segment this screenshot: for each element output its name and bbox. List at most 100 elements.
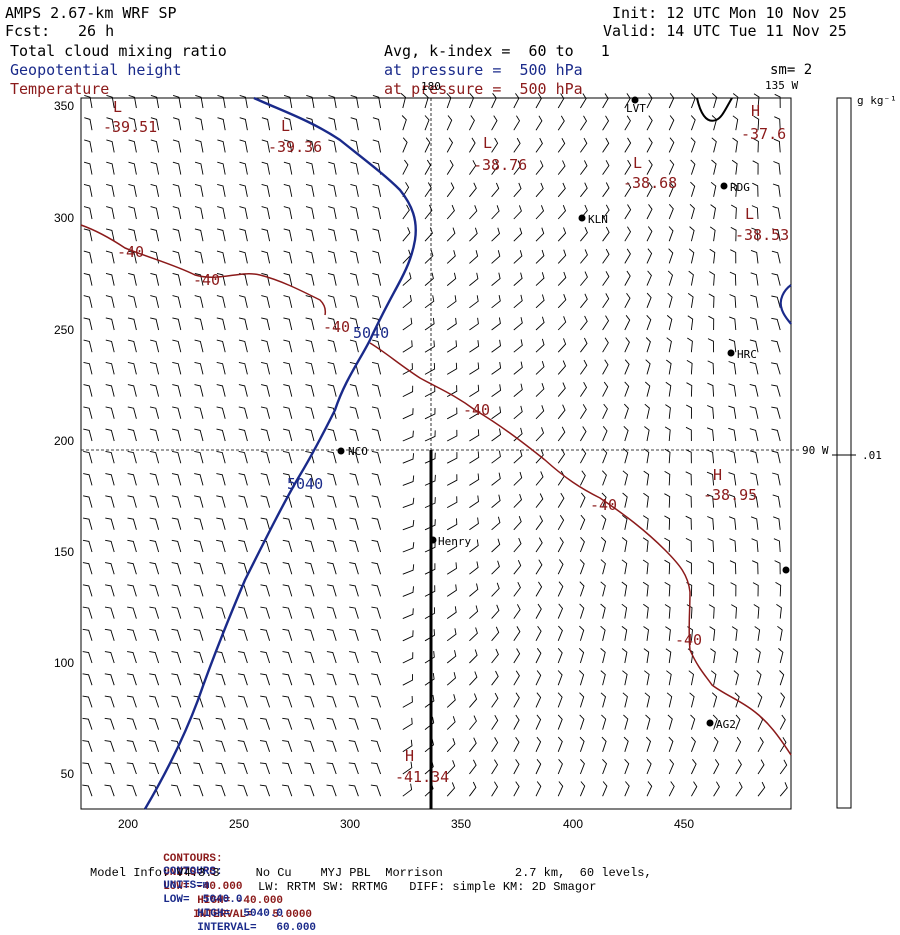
wind-barb <box>491 182 500 198</box>
wind-barb <box>238 339 248 353</box>
wind-barb <box>666 692 673 708</box>
wind-barb <box>707 338 715 353</box>
wind-barb <box>664 448 671 464</box>
wind-barb <box>424 137 431 153</box>
wind-barb <box>602 248 610 264</box>
wind-barb <box>708 604 715 619</box>
wind-barb <box>372 206 382 220</box>
wind-barb <box>424 651 435 664</box>
wind-barb <box>600 603 606 619</box>
wind-barb <box>402 295 412 309</box>
wind-barb <box>513 759 520 775</box>
wind-barb <box>193 784 204 797</box>
wind-barb <box>282 784 293 797</box>
wind-barb <box>128 161 137 175</box>
wind-barb <box>668 759 675 775</box>
wind-barb <box>372 295 382 308</box>
wind-barb <box>624 248 631 264</box>
wind-barb <box>424 673 435 686</box>
wind-barb <box>216 406 226 419</box>
pressure-line-height: at pressure = 500 hPa <box>384 61 583 79</box>
wind-barb <box>771 362 781 375</box>
wind-barb <box>446 760 456 775</box>
wind-barb <box>105 406 115 419</box>
wind-barb <box>402 159 409 175</box>
wind-barb <box>149 628 160 641</box>
wind-barb <box>83 206 93 220</box>
wind-barb <box>469 227 478 242</box>
wind-barb <box>752 582 759 597</box>
station-dot-henry <box>429 536 437 544</box>
wind-barb <box>283 295 293 308</box>
wind-barb <box>82 606 93 619</box>
wind-barb <box>105 562 115 575</box>
wind-barb <box>327 295 337 308</box>
wind-barb <box>557 249 567 264</box>
temp-extremum-type: H <box>751 102 760 120</box>
wind-barb <box>283 139 293 153</box>
wind-barb <box>750 294 759 308</box>
wind-barb <box>171 539 182 553</box>
wind-barb <box>513 250 523 264</box>
station-dot-hrc <box>727 349 735 357</box>
wind-barb <box>194 473 204 486</box>
wind-barb <box>82 651 93 664</box>
wind-barb <box>128 228 137 242</box>
y-tick: 350 <box>53 99 74 113</box>
wind-barb <box>624 226 632 242</box>
wind-barb <box>557 736 563 752</box>
wind-barb <box>282 762 293 775</box>
wind-barb <box>644 692 651 708</box>
station-label: NCO <box>348 445 368 458</box>
wind-barb <box>149 539 160 553</box>
wind-barb <box>688 270 694 286</box>
wind-barb <box>469 627 478 642</box>
valid-time: Valid: 14 UTC Tue 11 Nov 25 <box>603 22 847 40</box>
wind-barb <box>305 206 315 220</box>
wind-barb <box>772 205 781 220</box>
wind-barb <box>579 470 586 486</box>
wind-barb <box>172 183 182 197</box>
wind-barb <box>83 339 93 353</box>
wind-barb <box>685 449 692 464</box>
wind-barb <box>751 538 759 553</box>
wind-barb <box>215 762 226 775</box>
wind-barb <box>400 93 407 109</box>
temp-contour-label: -40 <box>463 401 490 419</box>
wind-barb <box>304 562 315 575</box>
wind-barb <box>773 138 781 153</box>
wind-barb <box>729 271 737 286</box>
wind-barb <box>84 139 93 153</box>
wind-barb <box>730 227 737 242</box>
wind-barb <box>261 117 271 131</box>
lon-label-180: 180 <box>421 80 441 93</box>
wind-barb <box>105 539 115 553</box>
wind-barb <box>326 762 337 775</box>
wind-barb <box>104 628 115 641</box>
wind-barb <box>261 206 271 220</box>
temp-extremum-value: -37.6 <box>741 125 786 143</box>
wind-barb <box>735 736 742 752</box>
x-tick: 200 <box>117 817 139 831</box>
wind-barb <box>194 272 204 286</box>
wind-barb <box>350 206 359 220</box>
pressure-line-temp: at pressure = 500 hPa <box>384 80 583 98</box>
wind-barb <box>194 339 204 353</box>
wind-barb <box>402 408 414 420</box>
wind-barb <box>579 514 586 530</box>
wind-barb <box>580 249 588 264</box>
wind-barb <box>306 139 315 153</box>
wind-barb <box>83 473 93 486</box>
wind-barb <box>491 604 500 619</box>
wind-barb <box>424 694 435 708</box>
wind-barb <box>579 758 585 775</box>
wind-barb <box>283 161 293 175</box>
wind-barb <box>215 606 226 619</box>
wind-barb <box>557 448 566 464</box>
wind-barb <box>305 250 315 264</box>
wind-barb <box>238 584 248 597</box>
wind-barb <box>260 606 271 619</box>
wind-barb <box>239 250 248 264</box>
wind-barb <box>469 583 479 597</box>
wind-barb <box>771 406 781 419</box>
